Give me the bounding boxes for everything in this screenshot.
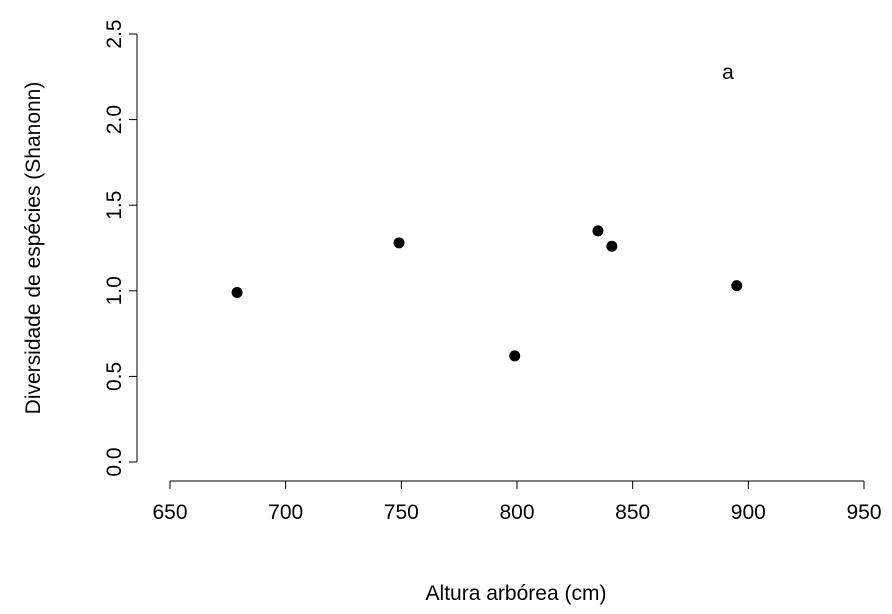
y-tick-label: 2.0 [103, 105, 126, 134]
data-point [393, 237, 405, 249]
y-tick-label: 1.5 [103, 191, 126, 220]
y-axis: 0.0 0.5 1.0 1.5 2.0 2.5 [103, 19, 138, 477]
x-tick-label: 750 [384, 501, 419, 524]
y-tick-label: 0.5 [103, 362, 126, 391]
data-point [509, 350, 521, 362]
x-tick-label: 850 [615, 501, 650, 524]
x-tick-label: 900 [731, 501, 766, 524]
data-points [231, 225, 743, 362]
y-tick-label: 0.0 [103, 447, 126, 476]
panel-annotation: a [722, 61, 734, 84]
x-axis-title: Altura arbórea (cm) [426, 582, 607, 605]
x-tick-label: 950 [846, 501, 881, 524]
x-tick-label: 700 [268, 501, 303, 524]
data-point [731, 280, 743, 292]
data-point [592, 225, 604, 237]
y-tick-label: 1.0 [103, 276, 126, 305]
data-point [606, 240, 618, 252]
x-tick-label: 650 [152, 501, 187, 524]
y-axis-title: Diversidade de espécies (Shanonn) [22, 82, 45, 415]
y-tick-label: 2.5 [103, 19, 126, 48]
data-point [231, 287, 243, 299]
x-tick-label: 800 [499, 501, 534, 524]
x-axis: 650 700 750 800 850 900 950 [152, 480, 882, 524]
